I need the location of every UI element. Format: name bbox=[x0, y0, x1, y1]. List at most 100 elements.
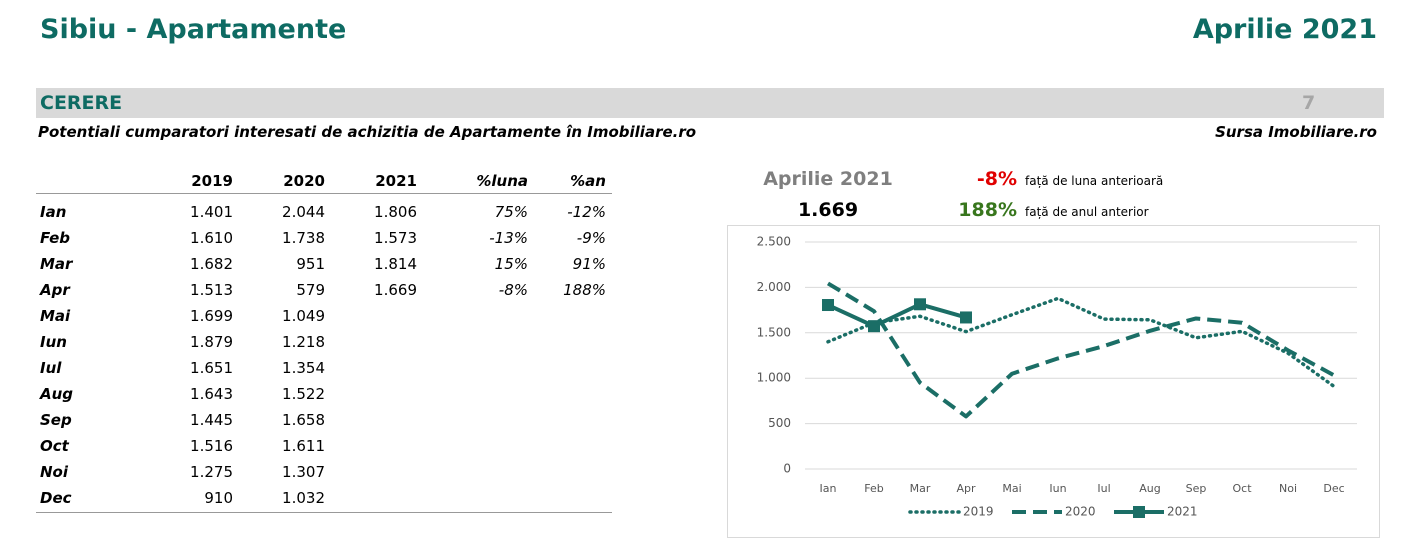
table-cell: 1.658 bbox=[282, 411, 325, 429]
table-cell: 91% bbox=[572, 255, 606, 273]
table-cell: 1.806 bbox=[374, 203, 417, 221]
row-label: Aug bbox=[40, 385, 74, 403]
row-label: Sep bbox=[40, 411, 72, 429]
table-cell: -9% bbox=[576, 229, 606, 247]
table-cell: 1.275 bbox=[190, 463, 233, 481]
row-label: Feb bbox=[40, 229, 70, 247]
column-header: %an bbox=[570, 172, 606, 190]
column-header: 2019 bbox=[191, 172, 233, 190]
table-cell: 1.032 bbox=[282, 489, 325, 507]
x-tick-label: Iun bbox=[1049, 482, 1066, 495]
summary-value: 1.669 bbox=[797, 199, 859, 221]
section-name: CERERE bbox=[40, 92, 123, 114]
row-label: Apr bbox=[40, 281, 70, 299]
table-cell: 75% bbox=[494, 203, 528, 221]
table-cell: 2.044 bbox=[282, 203, 325, 221]
monthly-change: -8% bbox=[976, 168, 1017, 190]
column-header: 2020 bbox=[283, 172, 325, 190]
y-tick-label: 2.500 bbox=[757, 235, 791, 249]
source: Sursa Imobiliare.ro bbox=[1215, 123, 1377, 141]
x-tick-label: Mai bbox=[1002, 482, 1021, 495]
table-cell: 1.643 bbox=[190, 385, 233, 403]
x-tick-label: Dec bbox=[1323, 482, 1344, 495]
table-cell: -13% bbox=[489, 229, 528, 247]
table-cell: 1.682 bbox=[190, 255, 233, 273]
table-cell: -8% bbox=[498, 281, 528, 299]
table-cell: 1.738 bbox=[282, 229, 325, 247]
x-tick-label: Oct bbox=[1232, 482, 1252, 495]
table-cell: 1.651 bbox=[190, 359, 233, 377]
table-cell: 951 bbox=[296, 255, 325, 273]
x-tick-label: Aug bbox=[1139, 482, 1160, 495]
yearly-change: 188% bbox=[958, 199, 1017, 221]
legend-label: 2020 bbox=[1065, 505, 1096, 519]
line-marker bbox=[914, 298, 926, 311]
table-cell: 1.445 bbox=[190, 411, 233, 429]
chart: 0 500 1.000 1.500 2.000 2.500 Ian Feb Mar Apr Mai I… bbox=[727, 225, 1380, 538]
table-cell: 1.307 bbox=[282, 463, 325, 481]
table-cell: 1.354 bbox=[282, 359, 325, 377]
page-date: Aprilie 2021 bbox=[1192, 14, 1377, 45]
page-title: Sibiu - Apartamente bbox=[40, 14, 347, 45]
table-cell: 1.814 bbox=[374, 255, 417, 273]
row-label: Ian bbox=[40, 203, 67, 221]
x-tick-label: Mar bbox=[910, 482, 931, 495]
table-cell: 1.699 bbox=[190, 307, 233, 325]
line-marker bbox=[822, 299, 834, 312]
legend-label: 2019 bbox=[963, 505, 994, 519]
table-cell: 579 bbox=[296, 281, 325, 299]
row-label: Noi bbox=[40, 463, 69, 481]
legend-marker bbox=[1133, 506, 1145, 518]
section-bar bbox=[36, 88, 1384, 118]
x-tick-label: Apr bbox=[956, 482, 976, 495]
table-cell: 1.879 bbox=[190, 333, 233, 351]
line-series bbox=[826, 296, 1336, 389]
y-tick-label: 0 bbox=[783, 462, 791, 476]
table-cell: 188% bbox=[563, 281, 606, 299]
line-marker bbox=[960, 311, 972, 324]
row-label: Iun bbox=[40, 333, 67, 351]
x-tick-label: Iul bbox=[1097, 482, 1110, 495]
row-label: Dec bbox=[40, 489, 72, 507]
page-number: 7 bbox=[1302, 92, 1316, 114]
x-tick-label: Ian bbox=[820, 482, 837, 495]
table-cell: 1.218 bbox=[282, 333, 325, 351]
line-series bbox=[827, 302, 967, 329]
table-cell: -12% bbox=[567, 203, 606, 221]
x-tick-label: Sep bbox=[1186, 482, 1207, 495]
row-label: Iul bbox=[40, 359, 62, 377]
table-cell: 1.522 bbox=[282, 385, 325, 403]
table-rule bbox=[36, 512, 612, 513]
y-tick-label: 1.000 bbox=[757, 371, 791, 385]
column-header: 2021 bbox=[375, 172, 417, 190]
table-cell: 15% bbox=[494, 255, 528, 273]
monthly-text: față de luna anterioară bbox=[1025, 174, 1164, 188]
row-label: Oct bbox=[40, 437, 69, 455]
table-cell: 1.669 bbox=[374, 281, 417, 299]
line-marker bbox=[868, 320, 880, 333]
table-cell: 1.401 bbox=[190, 203, 233, 221]
x-tick-label: Feb bbox=[864, 482, 883, 495]
yearly-text: față de anul anterior bbox=[1025, 205, 1149, 219]
subtitle: Potentiali cumparatori interesati de ach… bbox=[38, 123, 697, 141]
table-rule bbox=[36, 193, 612, 194]
table-cell: 1.610 bbox=[190, 229, 233, 247]
legend-label: 2021 bbox=[1167, 505, 1198, 519]
y-tick-label: 2.000 bbox=[757, 280, 791, 294]
table-cell: 1.049 bbox=[282, 307, 325, 325]
table-cell: 1.573 bbox=[374, 229, 417, 247]
x-tick-label: Noi bbox=[1279, 482, 1297, 495]
table-cell: 910 bbox=[204, 489, 233, 507]
table-cell: 1.513 bbox=[190, 281, 233, 299]
table-cell: 1.516 bbox=[190, 437, 233, 455]
y-tick-label: 500 bbox=[768, 416, 791, 430]
y-tick-label: 1.500 bbox=[757, 325, 791, 339]
chart-frame bbox=[727, 225, 1380, 538]
summary-period: Aprilie 2021 bbox=[763, 168, 893, 190]
row-label: Mar bbox=[40, 255, 73, 273]
column-header: %luna bbox=[476, 172, 528, 190]
row-label: Mai bbox=[40, 307, 71, 325]
table-cell: 1.611 bbox=[282, 437, 325, 455]
line-series bbox=[826, 281, 1335, 419]
